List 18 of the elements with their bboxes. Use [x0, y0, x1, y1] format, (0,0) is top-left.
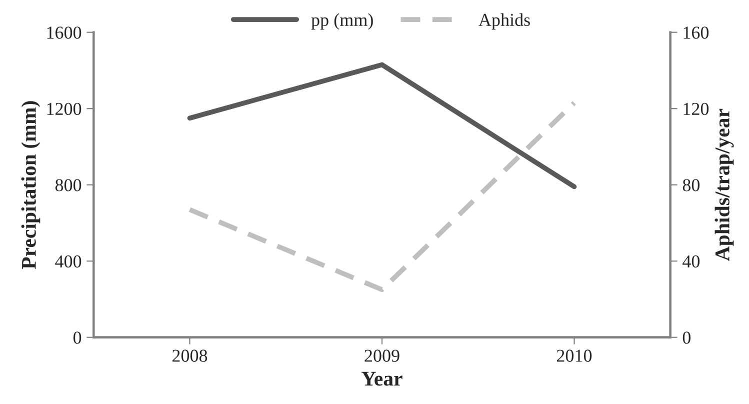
y2-tick-label: 80 — [682, 179, 700, 192]
x-tick-label: 2008 — [172, 350, 208, 362]
y-tick-label: 1600 — [47, 26, 82, 39]
y-tick-label: 400 — [55, 255, 82, 268]
x-tick-label: 2009 — [364, 350, 400, 362]
y2-tick-label: 0 — [682, 332, 690, 344]
x-tick-label: 2010 — [556, 350, 592, 362]
y2-axis-title: Aphids/trap/year — [714, 108, 734, 262]
y-tick-label: 1200 — [47, 102, 82, 116]
x-axis-title: Year — [362, 372, 402, 386]
y-axis-title: Precipitation (mm) — [21, 101, 40, 270]
y-tick-label: 800 — [55, 179, 82, 192]
y-tick-label: 0 — [73, 332, 82, 344]
legend-label: pp (mm) — [311, 13, 373, 30]
y2-tick-label: 120 — [684, 102, 709, 116]
y2-tick-label: 160 — [684, 26, 709, 39]
legend-label: Aphids — [478, 13, 530, 30]
y2-tick-label: 40 — [682, 255, 700, 268]
